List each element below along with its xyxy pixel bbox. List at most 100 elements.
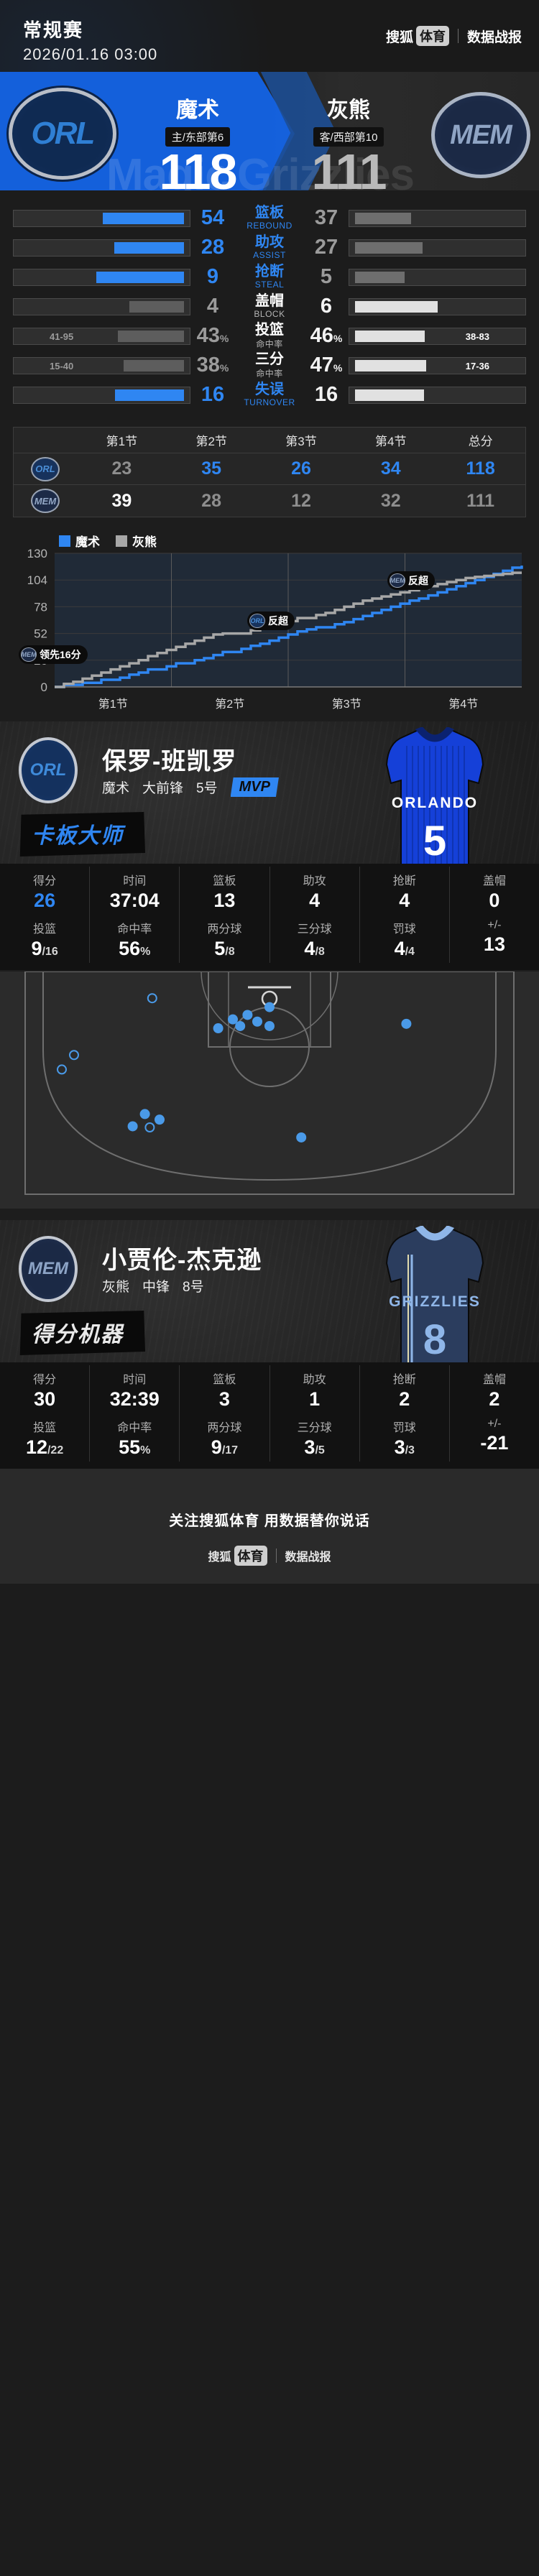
stat-label: 抢断 STEAL [254, 264, 285, 290]
away-team-block: 灰熊 客/西部第10 111 [280, 92, 417, 190]
stat-cell: 罚球 3/3 [359, 1413, 449, 1462]
stat-cell: 篮板 13 [179, 867, 269, 915]
stat-cell: 盖帽 2 [448, 1365, 539, 1413]
home-stat-fraction: 15-40 [50, 360, 74, 371]
player-number: 8号 [183, 1280, 204, 1295]
stat-cell: 命中率 56% [89, 915, 179, 963]
stat-value: 30 [34, 1388, 56, 1410]
away-team-abbr: MEM [450, 119, 512, 150]
home-stat-bar [13, 268, 190, 286]
footer-divider [275, 1548, 277, 1563]
shot-marker-missed [57, 1064, 67, 1075]
stat-label: 助攻 ASSIST [253, 234, 286, 261]
home-stat-value: 9 [206, 265, 219, 288]
brand-report-label: 数据战报 [466, 29, 522, 45]
score-progression-chart: 0265278104130魔术灰熊MEM领先16分ORL反超MEM反超第1节第2… [10, 530, 529, 711]
stat-value: 9/17 [211, 1436, 239, 1458]
quarter-value: 111 [466, 490, 495, 511]
annotation-text: 领先16分 [40, 649, 81, 660]
quarter-value: 35 [201, 458, 222, 479]
table-row: ORL 23 35 26 34 118 [14, 453, 525, 485]
stat-cell: 助攻 4 [269, 867, 359, 915]
shot-marker-missed [69, 1050, 79, 1061]
home-stat-bar [13, 297, 190, 315]
shot-marker-made [252, 1016, 262, 1027]
compare-row: 41-95 43% 投篮 命中率 46% 38-83 [13, 321, 526, 351]
svg-text:130: 130 [27, 547, 47, 560]
stat-label: 投篮 命中率 [255, 321, 284, 349]
player-team-name: 魔术 [102, 781, 130, 796]
away-stat-bar [349, 239, 526, 257]
quarter-header: 第2节 [195, 435, 227, 448]
away-stat-value: 6 [320, 295, 333, 318]
away-stat-bar [349, 297, 526, 315]
footer-sohu-logo[interactable]: 搜狐 体育 [208, 1546, 267, 1566]
player-card: MEM 小贾伦-杰克逊 灰熊 中锋 8号 GRIZZLIES 8 得分机器 得分 30 时间 32:3… [0, 1220, 539, 1469]
compare-row: 54 篮板 REBOUND 37 [13, 203, 526, 233]
stat-key: 得分 [33, 1374, 57, 1386]
away-ghost-name: Grizzlies [237, 150, 415, 190]
chart-svg: 0265278104130 [27, 547, 523, 694]
away-team-logo[interactable]: MEM [431, 92, 530, 178]
row-team-logo: MEM [31, 489, 60, 513]
away-stat-fraction: 17-36 [465, 360, 489, 371]
compare-row: 9 抢断 STEAL 5 [13, 262, 526, 292]
home-stat-bar [13, 386, 190, 404]
home-stat-value: 43% [196, 324, 229, 347]
away-stat-bar [349, 209, 526, 227]
player-nickname: 卡板大师 [19, 812, 145, 857]
away-stat-value: 37 [314, 206, 338, 229]
stat-key: 助攻 [303, 1374, 326, 1386]
home-team-logo[interactable]: ORL [9, 88, 116, 180]
compare-row: 16 失误 TURNOVER 16 [13, 380, 526, 410]
legend-swatch-icon [116, 535, 127, 547]
stat-cell: 时间 37:04 [89, 867, 179, 915]
chart-legend: 魔术 灰熊 [59, 532, 157, 550]
footer-brand-sohu: 搜狐 [208, 1551, 231, 1564]
quarter-value: 12 [291, 490, 311, 511]
stat-key: 三分球 [297, 923, 332, 936]
compare-row: 4 盖帽 BLOCK 6 [13, 292, 526, 321]
quarter-header: 第1节 [106, 435, 138, 448]
legend-item[interactable]: 灰熊 [116, 532, 157, 550]
annotation-text: 反超 [408, 575, 428, 586]
player-team-logo[interactable]: MEM [19, 1236, 78, 1302]
home-stat-value: 38% [196, 354, 229, 377]
stat-key: 时间 [123, 875, 147, 887]
stat-cell: 罚球 4/4 [359, 915, 449, 963]
stat-value: 2 [489, 1388, 500, 1410]
home-team-seed: 主/东部第6 [165, 127, 231, 147]
quarter-value: 26 [291, 458, 311, 479]
stats-row: 得分 30 时间 32:39 篮板 3 助攻 1 抢断 2 盖帽 2 [0, 1365, 539, 1413]
home-stat-value: 16 [201, 383, 225, 406]
chart-annotation: MEM 反超 [387, 571, 435, 590]
sohu-logo[interactable]: 搜狐 体育 [386, 26, 449, 46]
away-stat-bar [349, 268, 526, 286]
quarter-value: 34 [380, 458, 401, 479]
shot-marker-missed [147, 993, 157, 1004]
player-team-logo[interactable]: ORL [19, 737, 78, 803]
player-header: ORL 保罗-班凯罗 魔术 大前锋 5号 MVP ORLANDO 5 [0, 721, 539, 876]
svg-text:ORLANDO: ORLANDO [392, 795, 478, 811]
player-card: ORL 保罗-班凯罗 魔术 大前锋 5号 MVP ORLANDO 5 卡板大师 得分 26 时间 37:… [0, 721, 539, 970]
home-stat-fraction: 41-95 [50, 331, 74, 342]
row-team-logo: ORL [31, 456, 60, 481]
player-stats: 得分 30 时间 32:39 篮板 3 助攻 1 抢断 2 盖帽 2 投篮 12/22 命中率 55% 两分球 9… [0, 1362, 539, 1469]
table-row: MEM 39 28 12 32 111 [14, 485, 525, 517]
x-tick-label: 第2节 [215, 698, 245, 711]
quarter-value: 118 [466, 458, 495, 479]
stat-cell: 时间 32:39 [89, 1365, 179, 1413]
player-position: 大前锋 [142, 781, 184, 796]
legend-item[interactable]: 魔术 [59, 532, 100, 550]
compare-row: 15-40 38% 三分 命中率 47% 17-36 [13, 351, 526, 380]
away-stat-value: 5 [320, 265, 333, 288]
stat-value: 3/3 [394, 1436, 415, 1458]
player-team-name: 灰熊 [102, 1280, 130, 1295]
compare-row: 28 助攻 ASSIST 27 [13, 233, 526, 262]
stat-value: 2 [399, 1388, 410, 1410]
shot-marker-made [155, 1114, 165, 1125]
annotation-text: 反超 [268, 615, 288, 627]
stat-value: -21 [480, 1432, 509, 1454]
stat-value: 5/8 [214, 938, 235, 959]
player-position: 中锋 [142, 1280, 170, 1295]
